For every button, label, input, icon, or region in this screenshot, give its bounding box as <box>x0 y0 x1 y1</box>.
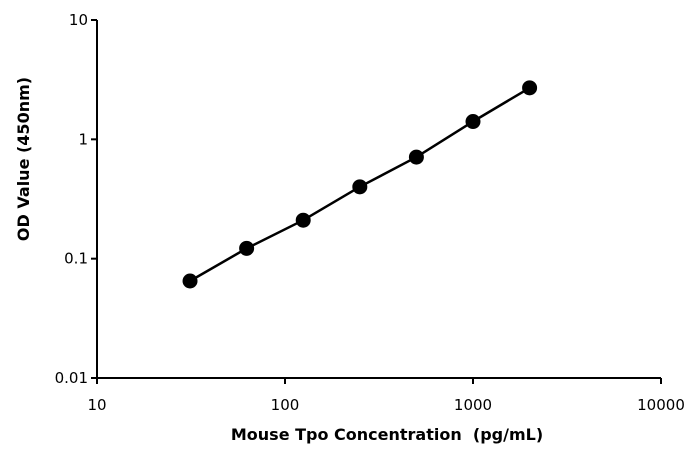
x-axis-ticks: 10 100 1000 10000 <box>87 378 685 414</box>
y-tick-label: 10 <box>69 11 88 29</box>
x-tick-label: 100 <box>271 396 300 414</box>
data-point <box>408 149 424 165</box>
x-tick-label: 10 <box>87 396 106 414</box>
x-tick-label: 1000 <box>454 396 492 414</box>
data-point <box>522 80 538 96</box>
x-tick-label: 10000 <box>637 396 685 414</box>
x-axis-title: Mouse Tpo Concentration (pg/mL) <box>231 425 543 444</box>
y-axis-ticks: 0.01 0.1 1 10 <box>55 11 97 387</box>
data-point <box>352 179 368 195</box>
y-tick-label: 1 <box>78 130 88 148</box>
axes <box>96 20 661 379</box>
data-point <box>239 240 255 256</box>
data-point <box>182 273 198 289</box>
y-tick-label: 0.1 <box>64 250 88 268</box>
y-axis-title: OD Value (450nm) <box>14 77 33 241</box>
series-layer <box>182 80 538 289</box>
data-point <box>465 114 481 130</box>
data-point <box>295 212 311 228</box>
y-tick-label: 0.01 <box>55 369 88 387</box>
